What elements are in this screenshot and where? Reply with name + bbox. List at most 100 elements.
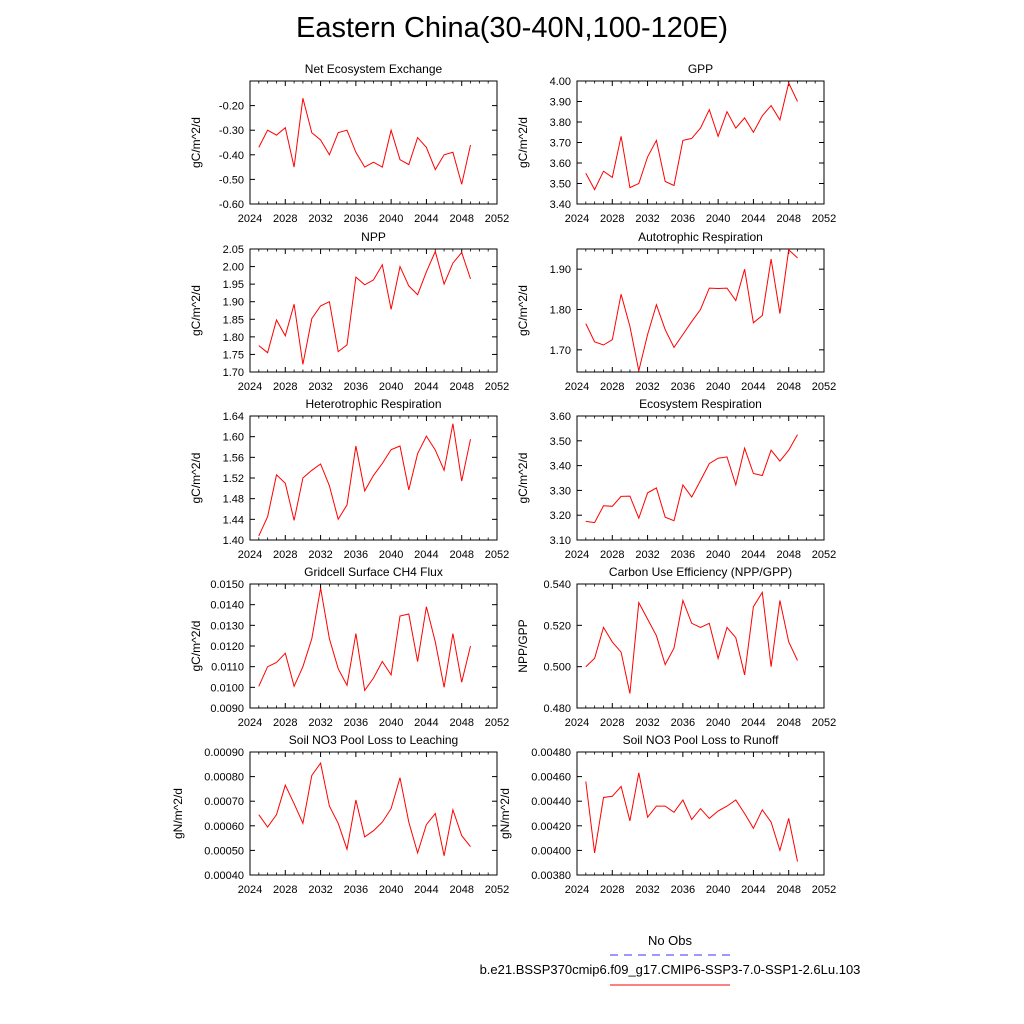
- x-tick-label: 2048: [449, 213, 473, 225]
- y-tick-label: 3.90: [550, 97, 571, 109]
- y-tick-label: 0.0090: [210, 703, 244, 715]
- x-tick-label: 2028: [600, 717, 624, 729]
- y-tick-label: 1.44: [223, 514, 244, 526]
- y-tick-label: 1.80: [550, 304, 571, 316]
- x-tick-label: 2028: [600, 381, 624, 393]
- x-tick-label: 2032: [635, 884, 659, 896]
- y-tick-label: 3.50: [550, 179, 571, 191]
- series-line: [585, 434, 798, 524]
- x-tick-label: 2052: [812, 213, 836, 225]
- y-tick-label: 1.80: [223, 332, 244, 344]
- series-line: [585, 772, 798, 862]
- y-tick-label: 0.00400: [531, 845, 571, 857]
- x-tick-label: 2028: [600, 213, 624, 225]
- y-tick-label: -0.40: [219, 150, 244, 162]
- y-tick-label: 0.480: [543, 703, 571, 715]
- y-tick-label: 4.00: [550, 76, 571, 88]
- y-tick-label: 1.90: [223, 297, 244, 309]
- y-tick-label: 0.00050: [204, 845, 244, 857]
- plot-frame: [576, 248, 825, 373]
- y-tick-label: 3.10: [550, 535, 571, 547]
- panel-10: 2024 2028 2032 2036 2040 2044 2048 2052 0.00480 0…: [498, 733, 836, 896]
- panel-5: 2024 2028 2032 2036 2040 2044 2048 2052 1.64 1.60…: [189, 397, 509, 561]
- panel-title: NPP: [361, 230, 386, 244]
- y-tick-label: 1.85: [223, 314, 244, 326]
- panel-7: 2024 2028 2032 2036 2040 2044 2048 2052 0.0150 0.…: [189, 565, 509, 729]
- x-tick-label: 2028: [600, 549, 624, 561]
- legend-obs-label: No Obs: [648, 933, 693, 948]
- y-tick-label: 3.20: [550, 510, 571, 522]
- series-line: [585, 81, 798, 191]
- y-tick-label: 3.40: [550, 199, 571, 211]
- y-tick-label: 2.05: [223, 244, 244, 256]
- x-tick-label: 2032: [308, 549, 332, 561]
- x-tick-label: 2052: [812, 717, 836, 729]
- x-tick-label: 2044: [414, 213, 438, 225]
- panel-title: Soil NO3 Pool Loss to Leaching: [289, 733, 458, 747]
- y-axis-label: gC/m^2/d: [189, 117, 203, 168]
- x-tick-label: 2028: [600, 884, 624, 896]
- y-tick-label: 2.00: [223, 262, 244, 274]
- panel-title: Carbon Use Efficiency (NPP/GPP): [609, 565, 792, 579]
- panel-9: 2024 2028 2032 2036 2040 2044 2048 2052 0.00090 0…: [171, 733, 509, 896]
- x-tick-label: 2024: [565, 717, 589, 729]
- y-tick-label: 3.50: [550, 436, 571, 448]
- x-tick-label: 2052: [485, 549, 509, 561]
- panel-title: Net Ecosystem Exchange: [305, 62, 443, 76]
- x-tick-label: 2044: [741, 884, 765, 896]
- panel-title: Ecosystem Respiration: [639, 397, 762, 411]
- x-tick-label: 2040: [706, 884, 730, 896]
- y-tick-label: 0.00040: [204, 870, 244, 882]
- plot-frame: [576, 80, 825, 205]
- y-tick-label: 1.75: [223, 349, 244, 361]
- y-tick-label: 1.95: [223, 279, 244, 291]
- x-tick-label: 2036: [671, 213, 695, 225]
- x-tick-label: 2044: [414, 717, 438, 729]
- x-tick-label: 2036: [344, 381, 368, 393]
- y-tick-label: 0.0130: [210, 620, 244, 632]
- panel-title: Autotrophic Respiration: [638, 230, 763, 244]
- y-tick-label: 0.500: [543, 662, 571, 674]
- panel-6: 2024 2028 2032 2036 2040 2044 2048 2052 3.60 3.50…: [516, 397, 836, 561]
- y-tick-label: 1.48: [223, 494, 244, 506]
- x-tick-label: 2028: [273, 381, 297, 393]
- y-tick-label: 0.00080: [204, 772, 244, 784]
- y-tick-label: 0.00440: [531, 796, 571, 808]
- x-tick-label: 2052: [485, 381, 509, 393]
- x-tick-label: 2044: [741, 213, 765, 225]
- x-tick-label: 2036: [344, 717, 368, 729]
- panel-2: 2024 2028 2032 2036 2040 2044 2048 2052 4.00 3.90…: [516, 62, 836, 225]
- y-tick-label: 1.64: [223, 411, 244, 423]
- x-tick-label: 2044: [741, 717, 765, 729]
- panel-title: GPP: [688, 62, 713, 76]
- y-axis-label: gC/m^2/d: [189, 453, 203, 504]
- plot-frame: [576, 415, 825, 541]
- panel-title: Gridcell Surface CH4 Flux: [304, 565, 443, 579]
- y-tick-label: 3.60: [550, 411, 571, 423]
- y-axis-label: gN/m^2/d: [498, 788, 512, 839]
- x-tick-label: 2040: [379, 549, 403, 561]
- y-tick-label: 1.60: [223, 432, 244, 444]
- x-tick-label: 2032: [635, 213, 659, 225]
- y-axis-label: gN/m^2/d: [171, 788, 185, 839]
- x-tick-label: 2052: [485, 717, 509, 729]
- y-tick-label: 3.70: [550, 138, 571, 150]
- x-tick-label: 2028: [273, 549, 297, 561]
- x-tick-label: 2032: [635, 549, 659, 561]
- x-tick-label: 2032: [635, 381, 659, 393]
- x-tick-label: 2024: [565, 213, 589, 225]
- y-axis-label: gC/m^2/d: [516, 117, 530, 168]
- x-tick-label: 2024: [565, 549, 589, 561]
- panel-3: 2024 2028 2032 2036 2040 2044 2048 2052 2.05 2.00…: [189, 230, 509, 393]
- series-line: [258, 98, 471, 185]
- x-tick-label: 2048: [449, 381, 473, 393]
- x-tick-label: 2036: [344, 549, 368, 561]
- plot-frame: [249, 415, 498, 541]
- x-tick-label: 2044: [741, 549, 765, 561]
- x-tick-label: 2032: [308, 717, 332, 729]
- y-tick-label: 0.0100: [210, 682, 244, 694]
- y-tick-label: 1.90: [550, 264, 571, 276]
- x-tick-label: 2032: [635, 717, 659, 729]
- y-tick-label: 3.60: [550, 158, 571, 170]
